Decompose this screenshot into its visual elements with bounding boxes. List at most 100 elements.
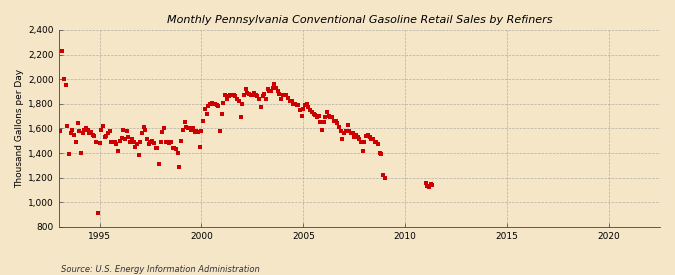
- Point: [373, 142, 383, 147]
- Point: [186, 127, 196, 132]
- Point: [320, 115, 331, 120]
- Title: Monthly Pennsylvania Conventional Gasoline Retail Sales by Refiners: Monthly Pennsylvania Conventional Gasoli…: [167, 15, 552, 25]
- Point: [210, 101, 221, 106]
- Point: [152, 146, 163, 150]
- Point: [155, 140, 166, 144]
- Point: [347, 131, 358, 136]
- Point: [192, 130, 203, 134]
- Point: [125, 140, 136, 144]
- Point: [283, 95, 294, 100]
- Point: [378, 173, 389, 177]
- Point: [165, 140, 176, 144]
- Point: [92, 211, 103, 216]
- Point: [339, 131, 350, 136]
- Point: [225, 93, 236, 97]
- Point: [332, 121, 343, 126]
- Point: [281, 93, 292, 97]
- Point: [360, 134, 371, 138]
- Point: [342, 123, 353, 127]
- Point: [154, 162, 165, 166]
- Point: [263, 87, 273, 91]
- Point: [234, 99, 244, 103]
- Point: [84, 131, 95, 136]
- Point: [322, 110, 333, 115]
- Point: [290, 101, 300, 106]
- Point: [293, 103, 304, 107]
- Point: [79, 127, 90, 132]
- Point: [176, 139, 186, 143]
- Point: [201, 111, 212, 116]
- Point: [379, 175, 390, 180]
- Point: [254, 97, 265, 101]
- Point: [238, 93, 249, 97]
- Point: [200, 106, 211, 111]
- Point: [182, 126, 193, 131]
- Point: [82, 127, 93, 132]
- Point: [109, 140, 120, 144]
- Point: [261, 97, 271, 101]
- Point: [191, 129, 202, 133]
- Point: [247, 93, 258, 97]
- Point: [276, 97, 287, 101]
- Point: [279, 93, 290, 97]
- Point: [230, 94, 241, 99]
- Point: [298, 106, 308, 111]
- Point: [421, 180, 431, 185]
- Point: [302, 101, 313, 106]
- Point: [427, 183, 438, 187]
- Point: [202, 104, 213, 108]
- Point: [300, 103, 310, 107]
- Point: [74, 129, 84, 133]
- Point: [313, 114, 324, 118]
- Point: [181, 125, 192, 129]
- Point: [138, 125, 149, 129]
- Point: [148, 141, 159, 145]
- Point: [228, 93, 239, 97]
- Point: [189, 130, 200, 134]
- Point: [88, 132, 99, 137]
- Point: [130, 145, 140, 149]
- Point: [284, 99, 295, 103]
- Point: [227, 93, 238, 97]
- Point: [264, 89, 275, 94]
- Point: [122, 129, 132, 133]
- Point: [354, 137, 364, 142]
- Point: [337, 137, 348, 142]
- Point: [424, 185, 435, 190]
- Point: [308, 111, 319, 116]
- Point: [244, 92, 254, 96]
- Point: [188, 126, 198, 131]
- Point: [329, 119, 340, 123]
- Point: [123, 135, 134, 139]
- Point: [213, 104, 223, 108]
- Point: [94, 141, 105, 145]
- Point: [220, 93, 231, 97]
- Point: [223, 94, 234, 99]
- Point: [242, 90, 252, 95]
- Point: [291, 103, 302, 107]
- Point: [184, 126, 195, 131]
- Point: [312, 115, 323, 120]
- Point: [69, 132, 80, 137]
- Point: [108, 140, 119, 144]
- Point: [425, 182, 436, 186]
- Point: [288, 101, 298, 106]
- Point: [211, 103, 222, 107]
- Point: [167, 146, 178, 150]
- Point: [232, 97, 242, 101]
- Point: [221, 97, 232, 101]
- Point: [65, 131, 76, 136]
- Point: [245, 93, 256, 97]
- Point: [135, 140, 146, 144]
- Point: [327, 115, 338, 120]
- Point: [273, 89, 284, 94]
- Point: [57, 49, 68, 53]
- Point: [237, 101, 248, 106]
- Point: [325, 115, 336, 120]
- Point: [271, 86, 281, 90]
- Point: [162, 140, 173, 144]
- Point: [422, 184, 433, 188]
- Point: [215, 129, 225, 133]
- Point: [67, 127, 78, 132]
- Y-axis label: Thousand Gallons per Day: Thousand Gallons per Day: [15, 69, 24, 188]
